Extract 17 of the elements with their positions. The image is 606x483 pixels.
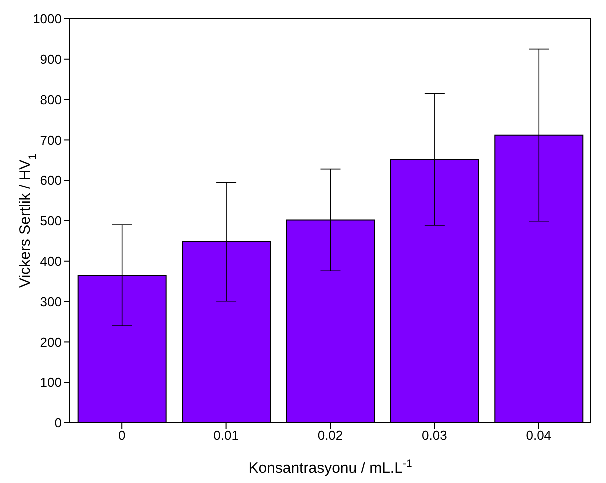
y-tick-label: 0 [54, 416, 62, 431]
y-tick-label: 800 [40, 92, 62, 108]
x-tick-label: 0 [118, 428, 126, 444]
y-tick-label: 500 [40, 214, 62, 229]
y-tick-label: 300 [40, 294, 62, 310]
x-tick-label: 0.03 [422, 428, 448, 444]
x-axis-title: Konsantrasyonu / mL.L$^{-1}$ [248, 458, 412, 477]
y-tick-label: 700 [40, 132, 62, 148]
y-tick-label: 600 [40, 173, 62, 188]
x-tick-label: 0.01 [214, 428, 239, 444]
x-tick-label: 0.02 [318, 428, 344, 444]
y-tick-label: 200 [40, 334, 62, 350]
x-tick-label: 0.04 [526, 428, 552, 444]
y-tick-label: 1000 [33, 12, 62, 27]
y-tick-label: 100 [40, 375, 62, 390]
y-tick-label: 900 [40, 52, 62, 68]
y-tick-label: 400 [40, 254, 62, 270]
